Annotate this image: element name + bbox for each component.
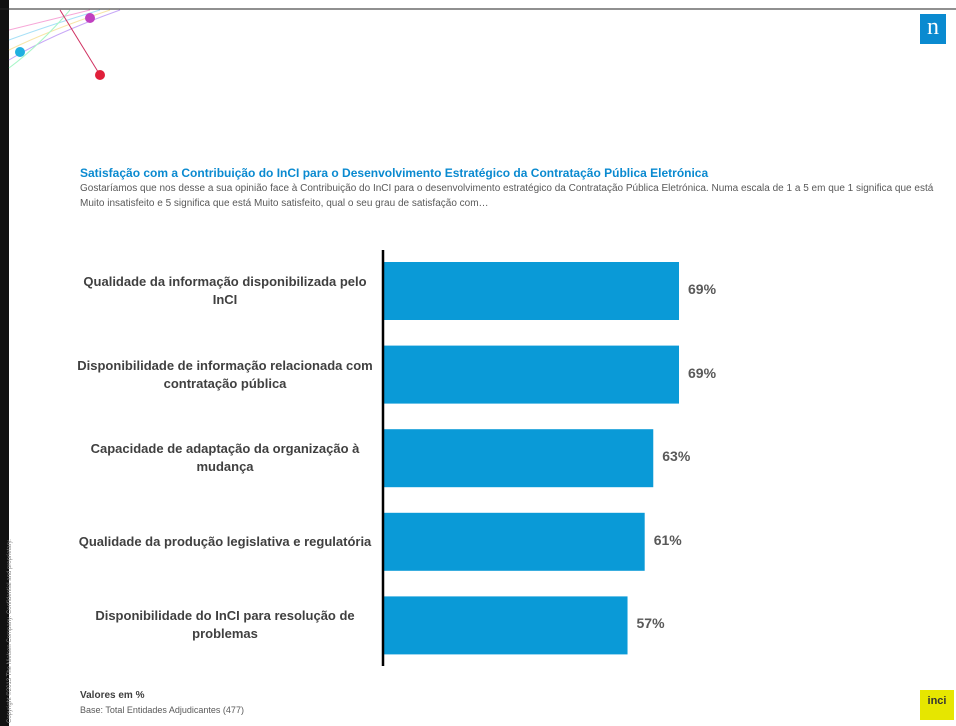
bar [383, 262, 680, 320]
chart [381, 250, 680, 666]
bar [383, 345, 680, 404]
value-label: 57% [636, 615, 665, 632]
category-label: Qualidade da informação disponibilizada … [83, 274, 367, 307]
bar [383, 512, 645, 571]
partner-logo: inci [920, 690, 954, 720]
category-label: Disponibilidade do InCI para resolução d… [95, 608, 355, 642]
bar [383, 596, 628, 655]
category-label: Capacidade de adaptação da organização à… [90, 441, 360, 475]
category-label: Qualidade da produção legislativa e regu… [78, 533, 372, 549]
side-strip [0, 0, 9, 726]
copyright: Copyright ©2013 The Nielsen Company. Con… [7, 539, 13, 723]
logo: n [920, 14, 946, 44]
chart-title: Satisfação com a Contribuição do InCI pa… [80, 166, 709, 180]
dot [85, 13, 95, 23]
value-label: 69% [688, 364, 717, 381]
dot [15, 47, 25, 57]
value-label: 61% [653, 531, 682, 548]
chart-subtitle: Gostaríamos que nos desse a sua opinião … [80, 183, 934, 209]
bar [383, 429, 654, 488]
value-label: 63% [662, 448, 691, 465]
category-label: Disponibilidade de informação relacionad… [77, 357, 373, 391]
dot [95, 70, 105, 80]
decor-lines [8, 9, 121, 76]
note: Valores em % [80, 690, 145, 701]
base-note: Base: Total Entidades Adjudicantes (477) [80, 705, 244, 715]
value-label: 69% [688, 281, 717, 297]
